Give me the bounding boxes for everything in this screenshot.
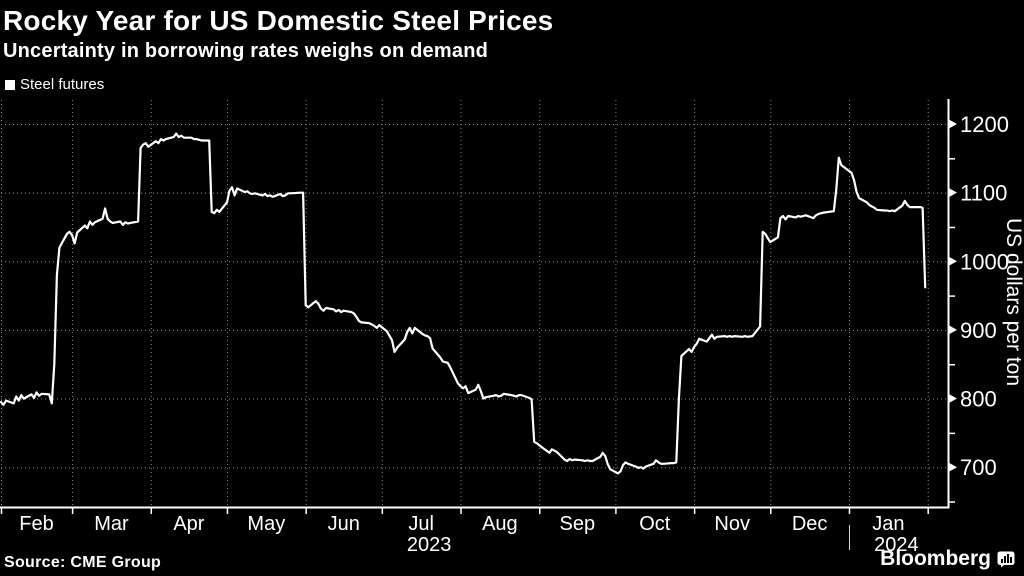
y-tick-label: 800 [960, 387, 997, 412]
x-month-label: Feb [19, 513, 53, 535]
bloomberg-wordmark: Bloomberg [880, 547, 991, 570]
x-month-label: Mar [94, 513, 129, 535]
x-month-label: Jan [872, 513, 904, 535]
y-tick-label: 700 [960, 455, 997, 480]
source-note: Source: CME Group [4, 554, 162, 571]
y-tick-label: 1000 [960, 249, 1009, 274]
legend: Steel futures [5, 76, 104, 93]
legend-label: Steel futures [20, 76, 105, 93]
x-month-label: May [247, 513, 285, 535]
x-month-label: Aug [482, 513, 518, 535]
y-major-tick [948, 119, 957, 130]
x-month-label: Apr [173, 513, 204, 535]
x-month-label: Dec [792, 513, 828, 535]
bloomberg-chart-bubble-icon [997, 551, 1015, 567]
x-month-label: Oct [639, 513, 671, 535]
y-major-tick [948, 462, 957, 473]
y-tick-label: 1100 [960, 181, 1007, 206]
y-major-tick [948, 393, 957, 404]
x-month-label: Nov [714, 513, 750, 535]
steel-futures-line [0, 132, 927, 475]
x-year-label: 2024 [874, 534, 919, 556]
legend-swatch-icon [5, 79, 15, 90]
y-major-tick [948, 187, 957, 198]
page-title: Rocky Year for US Domestic Steel Prices [3, 5, 554, 36]
bloomberg-logo: Bloomberg [880, 547, 1015, 571]
x-month-label: Jul [408, 513, 434, 535]
y-tick-label: 1200 [960, 112, 1009, 137]
x-month-label: Sep [560, 513, 596, 535]
y-major-tick [948, 324, 957, 335]
y-tick-label: 900 [960, 318, 997, 343]
y-major-tick [948, 256, 957, 267]
y-axis-title: US dollars per ton [1002, 218, 1024, 386]
x-month-label: Jun [328, 513, 360, 535]
x-year-label: 2023 [407, 534, 452, 556]
page-subtitle: Uncertainty in borrowing rates weighs on… [3, 40, 489, 62]
